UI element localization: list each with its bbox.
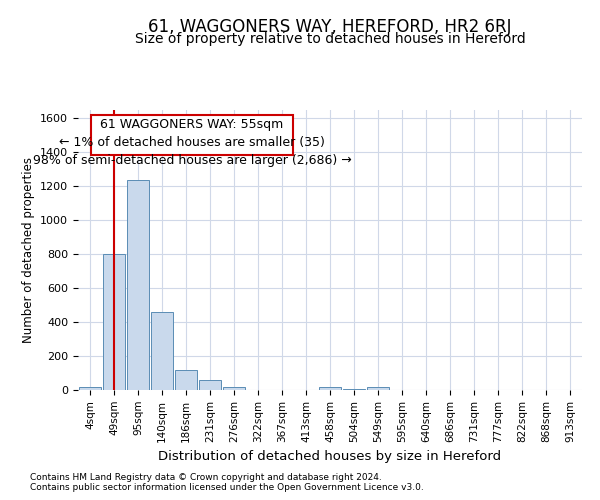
Text: Contains HM Land Registry data © Crown copyright and database right 2024.: Contains HM Land Registry data © Crown c… <box>30 474 382 482</box>
Bar <box>175 370 197 390</box>
Bar <box>199 380 221 390</box>
Bar <box>103 254 125 390</box>
Bar <box>91 115 293 155</box>
Text: Size of property relative to detached houses in Hereford: Size of property relative to detached ho… <box>134 32 526 46</box>
Bar <box>127 180 149 390</box>
Bar <box>151 312 173 390</box>
Text: 61 WAGGONERS WAY: 55sqm
← 1% of detached houses are smaller (35)
98% of semi-det: 61 WAGGONERS WAY: 55sqm ← 1% of detached… <box>32 118 352 168</box>
Bar <box>319 386 341 390</box>
Text: 61, WAGGONERS WAY, HEREFORD, HR2 6RJ: 61, WAGGONERS WAY, HEREFORD, HR2 6RJ <box>148 18 512 36</box>
Bar <box>223 386 245 390</box>
Bar <box>367 386 389 390</box>
Bar <box>343 389 365 390</box>
X-axis label: Distribution of detached houses by size in Hereford: Distribution of detached houses by size … <box>158 450 502 463</box>
Bar <box>79 386 101 390</box>
Text: Contains public sector information licensed under the Open Government Licence v3: Contains public sector information licen… <box>30 484 424 492</box>
Y-axis label: Number of detached properties: Number of detached properties <box>22 157 35 343</box>
